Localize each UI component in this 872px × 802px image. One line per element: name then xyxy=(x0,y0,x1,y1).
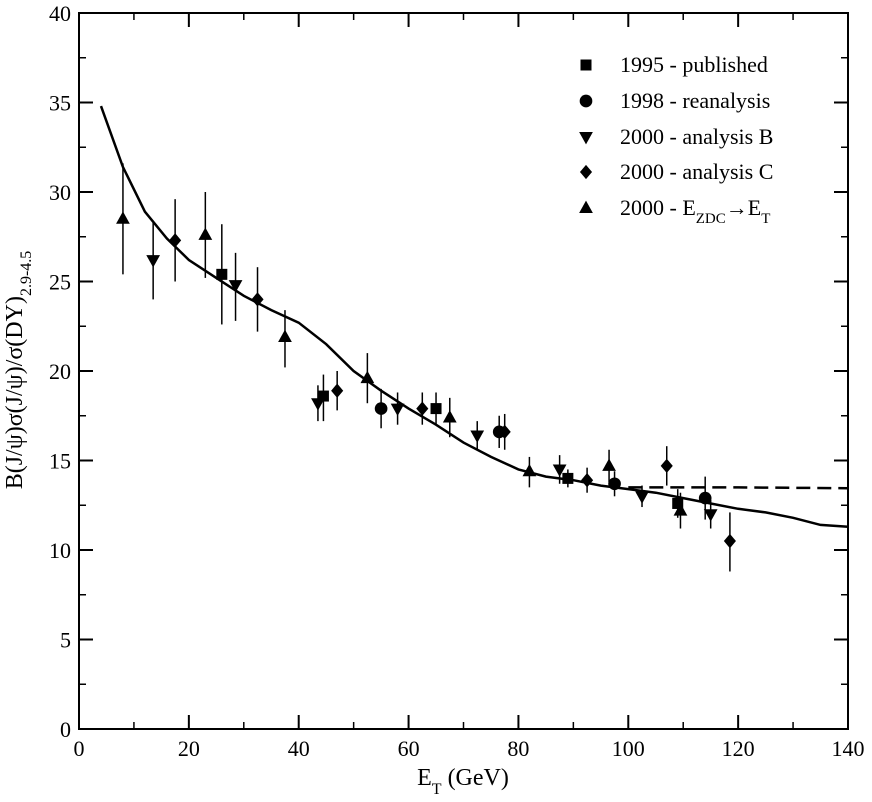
y-tick-label: 5 xyxy=(60,628,71,653)
series-3-point xyxy=(331,383,344,398)
x-axis-title-main: E xyxy=(417,765,432,791)
plot-frame xyxy=(78,12,849,730)
series-3-point xyxy=(581,473,594,488)
y-tick-label: 20 xyxy=(49,359,71,384)
series-2-point xyxy=(228,280,243,293)
series-2-point xyxy=(146,255,161,268)
legend-label-zdc-sub2: T xyxy=(761,211,770,227)
plot-frame-group xyxy=(78,12,849,730)
curves xyxy=(99,105,849,528)
x-tick-label: 40 xyxy=(288,736,310,761)
y-axis-title-sub: 2.9-4.5 xyxy=(18,251,35,296)
legend-marker-3 xyxy=(579,164,593,180)
legend-label-1998: 1998 - reanalysis xyxy=(620,88,770,113)
series-4-point xyxy=(602,458,616,471)
y-axis-title-main: B(J/ψ)σ(J/ψ)/σ(DY) xyxy=(2,296,28,489)
series-2-point xyxy=(552,464,567,477)
series-0-point xyxy=(562,472,574,484)
legend: 1995 - published 1998 - reanalysis 2000 … xyxy=(579,52,773,227)
y-axis-title: B(J/ψ)σ(J/ψ)/σ(DY)2.9-4.5 xyxy=(2,251,35,490)
legend-label-2000b: 2000 - analysis B xyxy=(620,124,773,149)
y-tick-label: 35 xyxy=(49,91,71,116)
series-1-point xyxy=(698,491,712,505)
legend-label-2000-zdc: 2000 - EZDC→ET xyxy=(620,195,770,227)
series-1-point xyxy=(608,477,621,491)
x-axis-title-rest: (GeV) xyxy=(442,765,509,791)
legend-marker-1 xyxy=(579,94,593,108)
series-4-point xyxy=(522,463,537,477)
y-tick-label: 25 xyxy=(49,270,71,295)
series-2-point xyxy=(703,509,718,522)
legend-label-zdc-sub1: ZDC xyxy=(696,211,726,227)
series-2-point xyxy=(470,430,485,443)
y-tick-label: 30 xyxy=(49,180,71,205)
series-0-point xyxy=(672,497,684,509)
axis-ticks: 0 20 40 60 80 100 120 140 0 5 10 15 20 25 30 35 40 xyxy=(49,1,865,761)
legend-marker-4 xyxy=(579,200,593,213)
x-axis-title-sub: T xyxy=(432,781,442,798)
y-tick-label: 15 xyxy=(49,449,71,474)
model-curve xyxy=(99,105,849,528)
series-4-point xyxy=(360,370,375,384)
x-tick-label: 20 xyxy=(178,736,200,761)
legend-marker-2 xyxy=(579,132,593,145)
y-tick-label: 10 xyxy=(49,538,71,563)
series-3-point xyxy=(723,533,736,549)
series-0-point xyxy=(317,390,329,402)
series-3-point xyxy=(660,458,673,474)
x-tick-label: 140 xyxy=(832,736,865,761)
series-4-point xyxy=(278,329,292,342)
x-tick-label: 120 xyxy=(722,736,755,761)
x-tick-label: 80 xyxy=(507,736,529,761)
legend-label-zdc-mid: →E xyxy=(726,195,761,220)
extrapolation-curve xyxy=(628,486,849,490)
data-points xyxy=(116,163,736,572)
series-4-point xyxy=(198,227,213,240)
series-3-point xyxy=(416,401,429,416)
series-4-point xyxy=(673,503,688,516)
y-tick-label: 0 xyxy=(60,717,71,742)
legend-marker-0 xyxy=(580,59,592,71)
x-tick-label: 0 xyxy=(74,736,85,761)
legend-label-2000c: 2000 - analysis C xyxy=(620,159,773,184)
series-3-point xyxy=(251,292,264,307)
y-tick-label: 40 xyxy=(49,1,71,26)
series-2-point xyxy=(390,403,405,417)
legend-label-1995: 1995 - published xyxy=(620,52,768,77)
series-4-point xyxy=(116,211,130,224)
series-0-point xyxy=(216,268,228,280)
series-2-point xyxy=(635,491,649,504)
series-4-point xyxy=(442,410,457,423)
x-tick-label: 100 xyxy=(612,736,645,761)
legend-label-zdc-pre: 2000 - E xyxy=(620,195,696,220)
x-tick-label: 60 xyxy=(398,736,420,761)
series-3-point xyxy=(169,233,182,248)
series-1-point xyxy=(374,402,388,415)
x-axis-title: ET (GeV) xyxy=(417,765,509,798)
series-0-point xyxy=(430,403,442,415)
series-3-point xyxy=(498,424,511,440)
series-2-point xyxy=(311,398,325,411)
